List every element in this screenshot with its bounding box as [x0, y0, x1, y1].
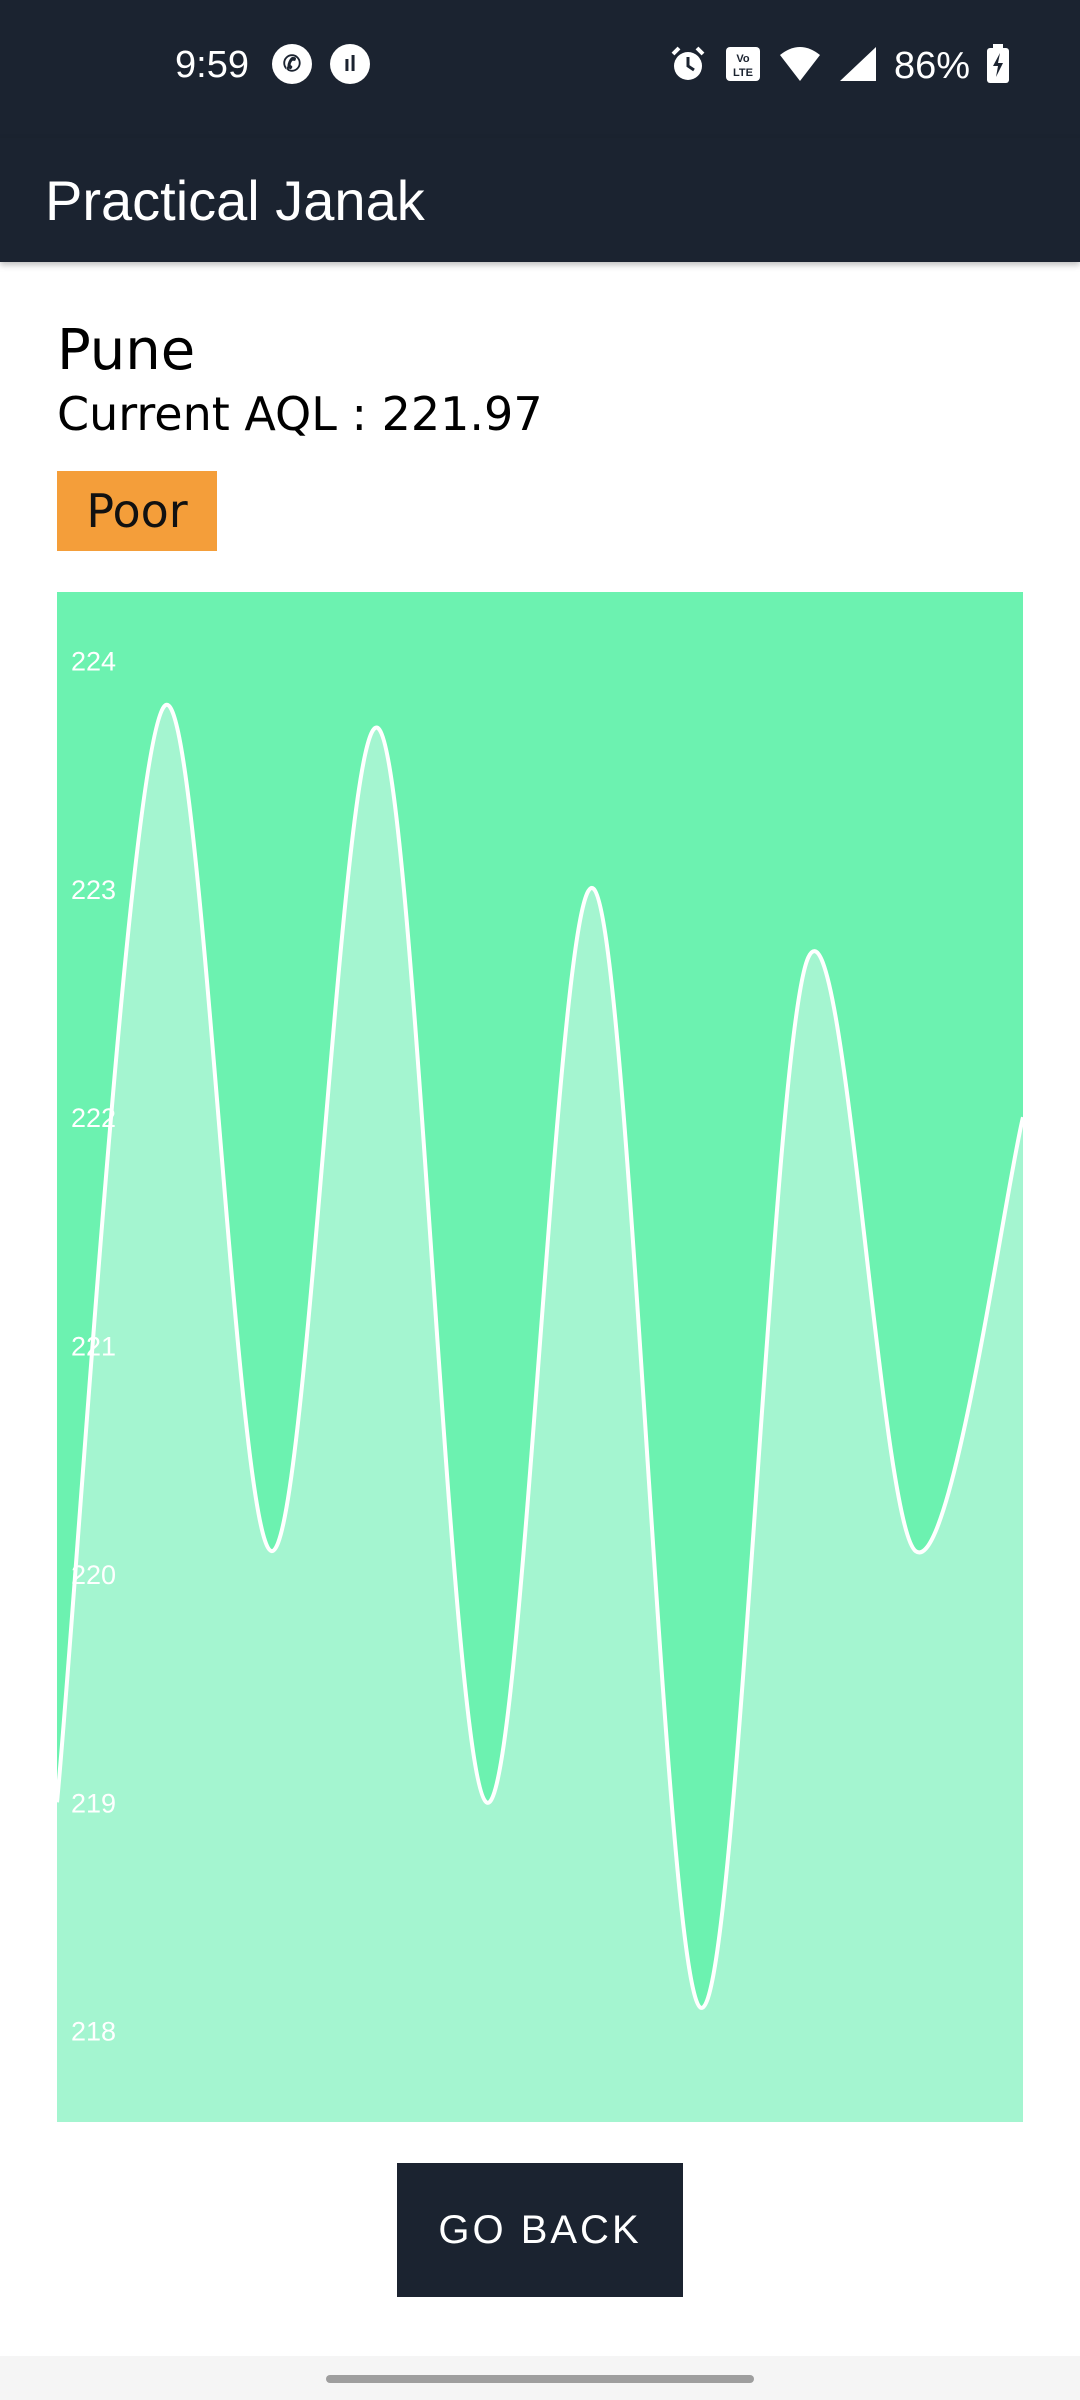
aql-chart: 224 223 222 221 220 219 218: [57, 592, 1023, 2122]
battery-charging-icon: [986, 44, 1010, 89]
chart-y-ticks: 224 223 222 221 220 219 218: [71, 647, 116, 2047]
y-tick-label: 223: [71, 875, 116, 905]
status-bar: 9:59 ✆ ıl Vo LTE 86%: [0, 0, 1080, 138]
y-tick-label: 219: [71, 1788, 116, 1818]
y-tick-label: 218: [71, 2017, 116, 2047]
chart-area-fill: [57, 704, 1023, 2122]
app-notification-icon: ıl: [330, 44, 370, 84]
y-tick-label: 220: [71, 1560, 116, 1590]
y-tick-label: 221: [71, 1332, 116, 1362]
current-aql: Current AQL : 221.97: [57, 387, 543, 441]
gesture-handle[interactable]: [326, 2375, 754, 2383]
chart-series-line: [57, 702, 1023, 2010]
volte-icon: Vo LTE: [724, 45, 762, 88]
status-right-icons: Vo LTE 86%: [668, 44, 1010, 89]
signal-icon: [838, 45, 878, 88]
aql-chart-svg: 224 223 222 221 220 219 218: [57, 592, 1023, 2122]
status-left-icons: ✆ ıl: [272, 44, 370, 84]
city-name: Pune: [57, 318, 196, 383]
wifi-icon: [778, 45, 822, 88]
status-badge: Poor: [57, 471, 217, 551]
app-bar: Practical Janak: [0, 138, 1080, 262]
navigation-bar: [0, 2356, 1080, 2400]
alarm-icon: [668, 44, 708, 89]
y-tick-label: 222: [71, 1103, 116, 1133]
svg-text:Vo: Vo: [736, 53, 750, 65]
svg-text:LTE: LTE: [733, 67, 753, 79]
battery-percent: 86%: [893, 45, 970, 87]
whatsapp-icon: ✆: [272, 44, 312, 84]
app-title: Practical Janak: [45, 169, 425, 232]
y-tick-label: 224: [71, 647, 116, 677]
go-back-button[interactable]: GO BACK: [397, 2163, 683, 2297]
status-time: 9:59: [175, 44, 249, 86]
